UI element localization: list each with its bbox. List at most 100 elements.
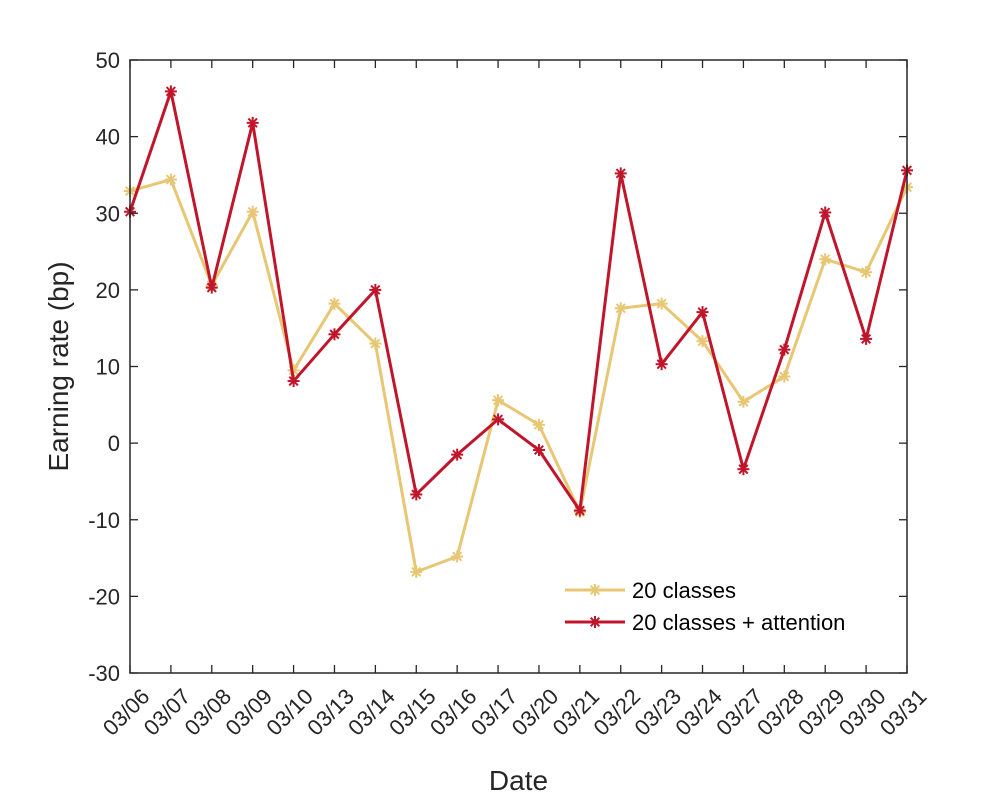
x-tick-label: 03/09 [220, 684, 277, 741]
data-point [737, 463, 750, 476]
marker-stroke [861, 333, 872, 344]
x-tick-label: 03/30 [834, 684, 891, 741]
marker-stroke [493, 414, 504, 425]
legend-entry-1: 20 classes [565, 578, 736, 603]
x-tick-label: 03/23 [629, 684, 686, 741]
series-line [129, 178, 909, 574]
marker-stroke [589, 584, 601, 596]
legend-label: 20 classes [632, 578, 736, 603]
data-point [369, 337, 382, 350]
data-point [246, 116, 259, 129]
x-tick-label: 03/06 [98, 684, 155, 741]
data-point [655, 358, 668, 371]
marker-stroke [411, 489, 422, 500]
x-tick-label: 03/10 [261, 684, 318, 741]
legend-marker [589, 584, 601, 596]
y-tick-label: -20 [88, 584, 120, 609]
x-tick-label: 03/15 [384, 684, 441, 741]
marker-stroke [738, 464, 749, 475]
legend-box [555, 570, 895, 640]
marker-stroke [589, 616, 601, 628]
x-tick-label: 03/14 [343, 684, 400, 741]
marker-stroke [697, 307, 708, 318]
series-group [124, 85, 913, 578]
marker-stroke [329, 298, 340, 309]
x-tick-label: 03/29 [793, 684, 850, 741]
data-point [819, 253, 832, 266]
data-point [778, 343, 791, 356]
data-point [164, 85, 177, 98]
legend-label: 20 classes + attention [632, 610, 845, 635]
data-point [328, 328, 341, 341]
marker-stroke [779, 344, 790, 355]
marker-stroke [452, 551, 463, 562]
marker-stroke [615, 303, 626, 314]
marker-stroke [820, 207, 831, 218]
data-point [287, 375, 300, 388]
data-point [778, 370, 791, 383]
marker-stroke [206, 282, 217, 293]
marker-stroke [165, 86, 176, 97]
data-point [860, 266, 873, 279]
data-point [737, 395, 750, 408]
series-line [128, 89, 909, 513]
marker-stroke [656, 298, 667, 309]
x-tick-label: 03/27 [711, 684, 768, 741]
data-point [205, 281, 218, 294]
marker-stroke [452, 449, 463, 460]
x-tick-label: 03/17 [466, 684, 523, 741]
marker-stroke [288, 376, 299, 387]
marker-stroke [165, 174, 176, 185]
series-2 [124, 85, 913, 517]
marker-stroke [288, 365, 299, 376]
data-point [655, 297, 668, 310]
y-tick-label: 0 [108, 431, 120, 456]
data-point [573, 504, 586, 517]
y-tick-label: 50 [96, 48, 120, 73]
data-point [696, 335, 709, 348]
y-tick-label: 20 [96, 278, 120, 303]
marker-stroke [779, 371, 790, 382]
x-axis-title: Date [489, 765, 548, 796]
marker-stroke [697, 336, 708, 347]
legend: 20 classes 20 classes + attention [555, 570, 895, 640]
marker-stroke [738, 396, 749, 407]
data-point [369, 283, 382, 296]
x-tick-label: 03/13 [302, 684, 359, 741]
marker-stroke [861, 267, 872, 278]
y-tick-label: 40 [96, 125, 120, 150]
marker-stroke [533, 419, 544, 430]
y-tick-label: 10 [96, 355, 120, 380]
y-axis-title: Earning rate (bp) [43, 261, 74, 471]
y-tick-label: -30 [88, 661, 120, 686]
marker-stroke [247, 117, 258, 128]
x-tick-label: 03/31 [875, 684, 932, 741]
marker-stroke [411, 566, 422, 577]
data-point [492, 394, 505, 407]
marker-stroke [247, 206, 258, 217]
x-tick-label: 03/24 [670, 684, 727, 741]
data-point [164, 173, 177, 186]
data-point [328, 297, 341, 310]
data-point [819, 206, 832, 219]
marker-stroke [370, 338, 381, 349]
data-point [532, 418, 545, 431]
data-point [860, 332, 873, 345]
legend-marker [589, 616, 601, 628]
marker-stroke [820, 254, 831, 265]
marker-stroke [574, 505, 585, 516]
marker-stroke [656, 359, 667, 370]
data-point [532, 444, 545, 457]
marker-stroke [615, 168, 626, 179]
y-tick-label: 30 [96, 201, 120, 226]
marker-stroke [329, 329, 340, 340]
x-tick-label: 03/07 [139, 684, 196, 741]
axes-box [129, 59, 908, 674]
data-point [246, 205, 259, 218]
data-point [614, 302, 627, 315]
data-point [451, 550, 464, 563]
data-point [696, 306, 709, 319]
x-tick-label: 03/21 [548, 684, 605, 741]
